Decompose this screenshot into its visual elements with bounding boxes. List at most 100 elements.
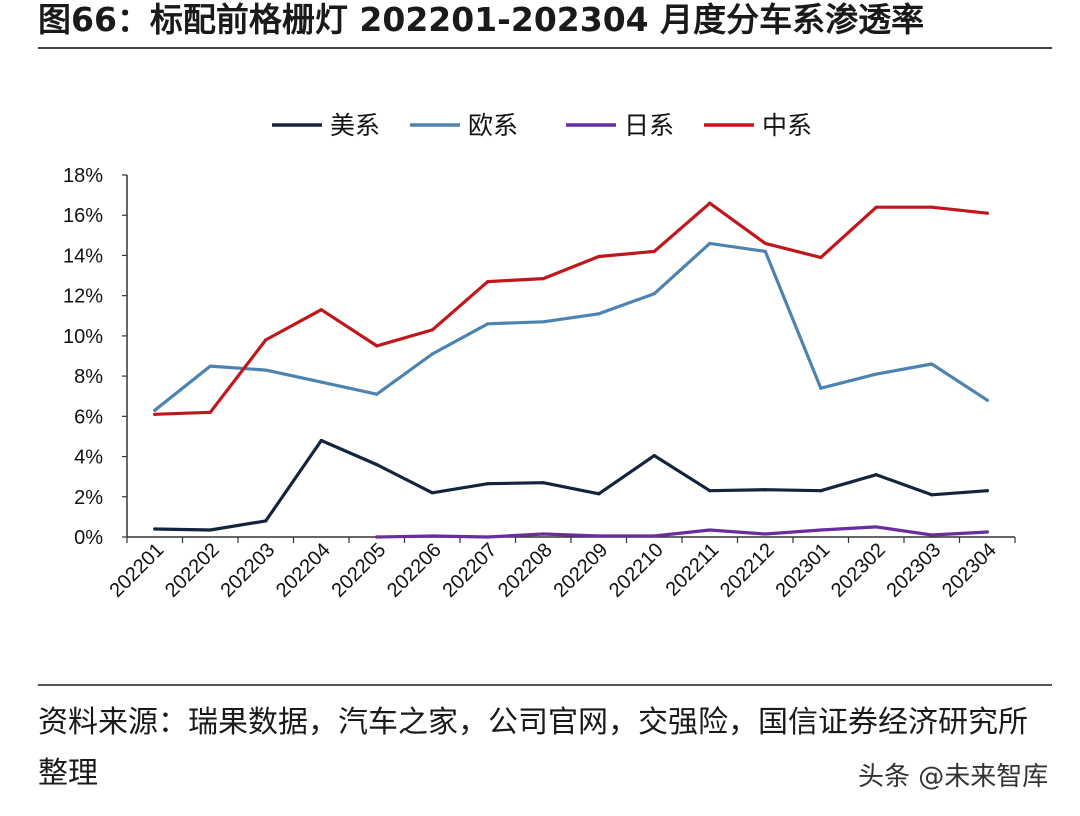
- x-tick-label: 202301: [772, 539, 835, 602]
- data-point: [597, 534, 601, 538]
- x-tick-label: 202212: [716, 539, 779, 602]
- data-point: [597, 312, 601, 316]
- data-point: [375, 392, 379, 396]
- y-tick-label: 18%: [63, 165, 103, 187]
- legend-item: 欧系: [410, 111, 518, 140]
- data-point: [763, 249, 767, 254]
- data-point: [319, 438, 323, 443]
- x-tick-label: 202303: [883, 539, 946, 602]
- data-point: [541, 481, 545, 485]
- chart-series: [153, 201, 989, 539]
- data-point: [486, 322, 490, 326]
- data-point: [930, 205, 934, 209]
- legend-item: 日系: [566, 111, 674, 140]
- data-point: [430, 352, 434, 356]
- data-point: [375, 463, 379, 467]
- data-point: [874, 205, 878, 209]
- data-point: [375, 535, 379, 539]
- data-point: [264, 338, 268, 342]
- data-point: [597, 254, 601, 259]
- data-point: [819, 528, 823, 532]
- data-point: [652, 292, 656, 296]
- series-line: [153, 438, 989, 532]
- series-美系: [153, 438, 989, 532]
- series-line: [375, 525, 989, 539]
- data-point: [930, 533, 934, 537]
- x-tick-label: 202302: [827, 539, 890, 602]
- data-point: [763, 488, 767, 492]
- legend-label: 美系: [330, 111, 380, 140]
- legend-item: 美系: [272, 111, 380, 140]
- data-point: [264, 368, 268, 372]
- x-tick-label: 202209: [550, 539, 613, 602]
- data-point: [763, 241, 767, 245]
- data-point: [708, 528, 712, 532]
- data-point: [208, 410, 212, 414]
- data-point: [153, 408, 157, 412]
- data-point: [208, 528, 212, 532]
- x-tick-label: 202202: [161, 539, 224, 602]
- source-note: 资料来源：瑞果数据，汽车之家，公司官网，交强险，国信证券经济研究所整理: [38, 705, 1028, 791]
- y-tick-label: 4%: [74, 447, 103, 469]
- x-tick-label: 202205: [328, 539, 391, 602]
- data-point: [208, 364, 212, 368]
- data-point: [985, 530, 989, 534]
- figure-title: 图66：标配前格栅灯 202201-202304 月度分车系渗透率: [38, 0, 925, 39]
- data-point: [153, 527, 157, 531]
- data-point: [819, 489, 823, 493]
- data-point: [652, 534, 656, 538]
- data-point: [430, 534, 434, 538]
- y-tick-label: 6%: [74, 406, 103, 428]
- data-point: [930, 493, 934, 497]
- data-point: [874, 473, 878, 477]
- watermark: 头条 @未来智库: [858, 757, 1048, 797]
- data-point: [985, 398, 989, 402]
- data-point: [319, 308, 323, 312]
- data-point: [486, 279, 490, 284]
- data-point: [652, 453, 656, 458]
- data-point: [486, 535, 490, 539]
- y-tick-label: 10%: [63, 326, 103, 348]
- data-point: [985, 211, 989, 215]
- legend-label: 欧系: [468, 111, 518, 140]
- data-point: [486, 482, 490, 486]
- y-tick-label: 12%: [63, 286, 103, 308]
- chart-axes: 0%2%4%6%8%10%12%14%16%18%202201202202202…: [63, 165, 1016, 602]
- legend-label: 日系: [624, 111, 674, 140]
- x-tick-label: 202208: [494, 539, 557, 602]
- line-chart: 美系 欧系 日系 中系 0% 2% 4% 6% 8% 10% 12% 14% 16% 18% 202201…: [63, 111, 1016, 602]
- data-point: [874, 525, 878, 529]
- data-point: [319, 380, 323, 384]
- series-日系: [375, 525, 989, 539]
- x-tick-label: 202201: [106, 539, 169, 602]
- data-point: [708, 489, 712, 493]
- x-tick-label: 202203: [217, 539, 280, 602]
- x-tick-label: 202304: [938, 539, 1001, 602]
- series-欧系: [153, 241, 989, 412]
- chart-legend: 美系 欧系 日系 中系: [272, 111, 812, 140]
- data-point: [763, 532, 767, 536]
- data-point: [153, 412, 157, 416]
- data-point: [430, 491, 434, 495]
- data-point: [708, 201, 712, 205]
- legend-item: 中系: [704, 111, 812, 140]
- y-tick-label: 0%: [74, 527, 103, 549]
- x-tick-label: 202210: [605, 539, 668, 602]
- data-point: [541, 320, 545, 324]
- series-line: [153, 201, 989, 416]
- y-tick-label: 8%: [74, 366, 103, 388]
- data-point: [541, 276, 545, 281]
- watermark-text: 头条 @未来智库: [858, 762, 1049, 792]
- data-point: [819, 386, 823, 390]
- x-tick-label: 202207: [439, 539, 502, 602]
- source-divider: [38, 684, 1052, 686]
- x-tick-label: 202206: [383, 539, 446, 602]
- series-line: [153, 241, 989, 412]
- data-point: [597, 492, 601, 496]
- y-tick-label: 16%: [63, 205, 103, 227]
- legend-label: 中系: [762, 111, 812, 140]
- data-point: [708, 241, 712, 245]
- data-point: [541, 532, 545, 536]
- x-tick-label: 202204: [272, 539, 335, 602]
- data-point: [985, 489, 989, 493]
